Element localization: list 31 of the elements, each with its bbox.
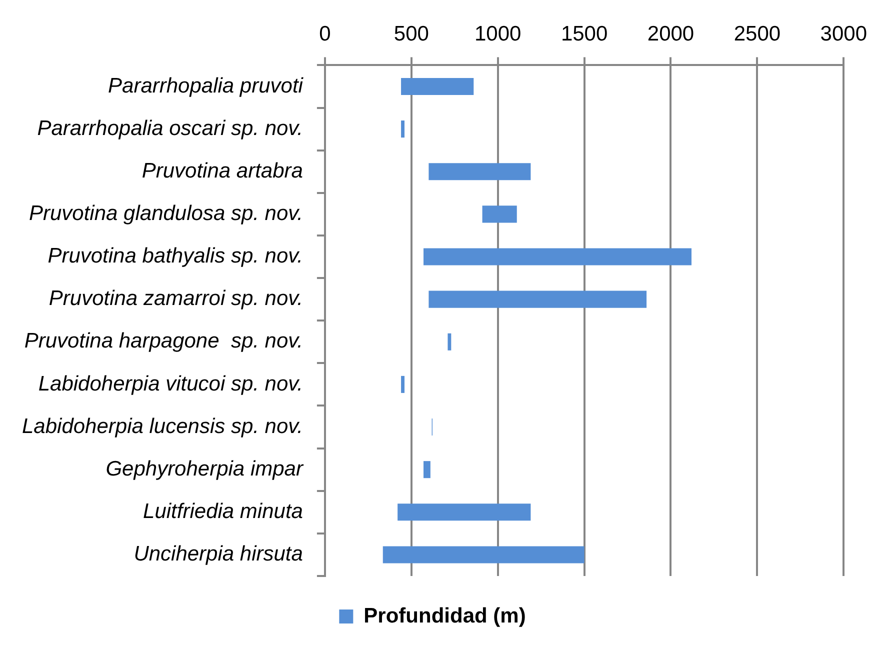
y-tick-label: Labidoherpia lucensis sp. nov. (22, 414, 303, 438)
y-tick-label: Pararrhopalia pruvoti (108, 74, 304, 98)
bar (428, 290, 647, 308)
bar (401, 376, 404, 393)
x-tick-label: 2000 (647, 22, 694, 46)
bar (382, 546, 584, 564)
x-tick-label: 2500 (734, 22, 781, 46)
bar (428, 163, 531, 180)
y-tick-label: Pruvotina zamarroi sp. nov. (48, 287, 303, 310)
y-tick-label: Pararrhopalia oscari sp. nov. (37, 116, 303, 140)
y-tick-label: Pruvotina glandulosa sp. nov. (28, 202, 303, 226)
y-tick-label: Unciherpia hirsuta (134, 542, 303, 566)
bar (398, 504, 531, 521)
bar (424, 248, 692, 266)
y-tick-label: Pruvotina artabra (142, 159, 303, 182)
x-tick-label: 1500 (560, 22, 608, 46)
bar (424, 461, 430, 478)
legend-label: Profundidad (m) (364, 604, 526, 628)
x-tick-label: 3000 (820, 22, 867, 46)
bar (401, 120, 404, 138)
y-tick-label: Pruvotina harpagone sp. nov. (24, 330, 303, 353)
y-tick-label: Pruvotina bathyalis sp. nov. (48, 244, 303, 268)
y-tick-label: Luitfriedia minuta (143, 500, 303, 523)
y-tick-label: Labidoherpia vitucoi sp. nov. (38, 372, 303, 396)
x-tick-label: 500 (394, 22, 429, 46)
x-tick-label: 0 (319, 22, 331, 46)
bar (482, 206, 517, 223)
bar (401, 78, 474, 95)
bar (448, 333, 452, 350)
y-tick-label: Gephyroherpia impar (106, 457, 304, 480)
x-tick-label: 1000 (474, 22, 522, 46)
